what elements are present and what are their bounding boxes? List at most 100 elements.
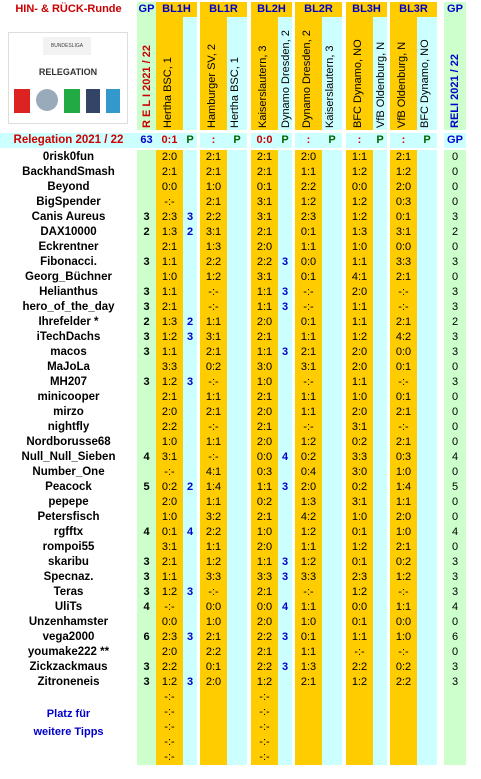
tipp-cell: 2:1: [156, 240, 183, 255]
column-gap: [342, 735, 346, 750]
tipp-points: [322, 345, 342, 360]
column-gap: [247, 360, 251, 375]
points-total-right: 3: [444, 255, 466, 270]
column-gap: [247, 133, 251, 148]
tipp-points: 3: [183, 675, 197, 690]
tipp-cell: 3:0: [251, 360, 278, 375]
tipp-cell: 2:2: [200, 645, 227, 660]
column-gap: [437, 330, 444, 345]
column-gap: [437, 750, 444, 765]
column-gap: [387, 570, 390, 585]
tipp-cell: 0:3: [390, 195, 417, 210]
summary-cell: 0:0: [251, 133, 278, 148]
summary-gp: 63: [137, 133, 156, 148]
column-gap: [292, 555, 295, 570]
points-total: 3: [137, 255, 156, 270]
empty-cell: [295, 690, 322, 705]
participant-name: Beyond: [47, 181, 90, 193]
tipp-cell: 1:0: [156, 510, 183, 525]
column-gap: [437, 450, 444, 465]
empty-cell: [227, 750, 247, 765]
column-gap: [342, 630, 346, 645]
tipp-points: 3: [183, 585, 197, 600]
tipp-points: [278, 375, 292, 390]
points-total-right: 0: [444, 465, 466, 480]
tipp-points: 2: [183, 480, 197, 495]
tipp-cell: 1:0: [346, 510, 373, 525]
tipp-points: [278, 525, 292, 540]
empty-cell: [346, 750, 373, 765]
column-gap: [247, 435, 251, 450]
tipp-cell: -:-: [295, 375, 322, 390]
column-gap: [247, 390, 251, 405]
points-total: [137, 420, 156, 435]
tipp-points: [227, 465, 247, 480]
column-gap: [292, 255, 295, 270]
participant-name: Georg_Büchner: [25, 271, 112, 283]
participant-name: BackhandSmash: [22, 166, 115, 178]
column-gap: [387, 195, 390, 210]
tipp-points: [183, 465, 197, 480]
tipp-cell: 1:1: [295, 165, 322, 180]
empty-cell: [444, 735, 466, 750]
participant-name: hero_of_the_day: [22, 301, 115, 313]
tipp-points: [373, 585, 387, 600]
participant-name: UliTs: [54, 601, 83, 613]
tipp-cell: 1:1: [295, 330, 322, 345]
empty-cell: [278, 750, 292, 765]
participant-name: Peacock: [45, 481, 92, 493]
tipp-cell: 1:1: [200, 495, 227, 510]
logo-ball-icon: [36, 89, 58, 111]
tipp-points: [417, 435, 437, 450]
column-gap: [437, 435, 444, 450]
tipp-points: [417, 570, 437, 585]
column-gap: [437, 540, 444, 555]
participant-name: Null_Null_Sieben: [21, 451, 116, 463]
tipp-points: [373, 435, 387, 450]
column-gap: [247, 405, 251, 420]
column-gap: [437, 255, 444, 270]
column-gap: [247, 330, 251, 345]
participant-name: iTechDachs: [36, 331, 101, 343]
points-total-right: 6: [444, 630, 466, 645]
points-total: [137, 270, 156, 285]
points-total: 3: [137, 585, 156, 600]
column-gap: [247, 195, 251, 210]
points-total-right: 0: [444, 420, 466, 435]
tipp-points: [278, 420, 292, 435]
column-gap: [387, 255, 390, 270]
tipp-points: [183, 405, 197, 420]
match2-return2: Kaiserslautern, 3: [324, 45, 336, 128]
tipp-cell: 3:3: [295, 570, 322, 585]
tipp-points: [417, 495, 437, 510]
tipp-points: [373, 165, 387, 180]
tipp-points: [417, 555, 437, 570]
tipp-cell: 2:1: [156, 165, 183, 180]
column-gap: [292, 465, 295, 480]
points-total-right: 3: [444, 585, 466, 600]
column-gap: [387, 150, 390, 165]
logo-blue-icon: [106, 89, 120, 113]
tipp-points: [183, 150, 197, 165]
tipp-cell: 0:0: [346, 600, 373, 615]
tipp-points: [373, 420, 387, 435]
participant-name: vega2000: [42, 631, 95, 643]
tipp-points: [373, 450, 387, 465]
points-total: [137, 540, 156, 555]
points-total: 3: [137, 660, 156, 675]
tipp-cell: 0:0: [346, 180, 373, 195]
tipp-points: 3: [278, 660, 292, 675]
column-gap: [247, 180, 251, 195]
tipp-points: [227, 225, 247, 240]
points-total: [137, 615, 156, 630]
column-gap: [247, 270, 251, 285]
column-gap: [437, 133, 444, 148]
tipp-points: [278, 675, 292, 690]
tipp-cell: 0:0: [390, 615, 417, 630]
tipp-points: [227, 450, 247, 465]
column-gap: [292, 540, 295, 555]
tipp-points: [322, 330, 342, 345]
empty-cell: [322, 705, 342, 720]
column-gap: [292, 510, 295, 525]
column-gap: [342, 150, 346, 165]
